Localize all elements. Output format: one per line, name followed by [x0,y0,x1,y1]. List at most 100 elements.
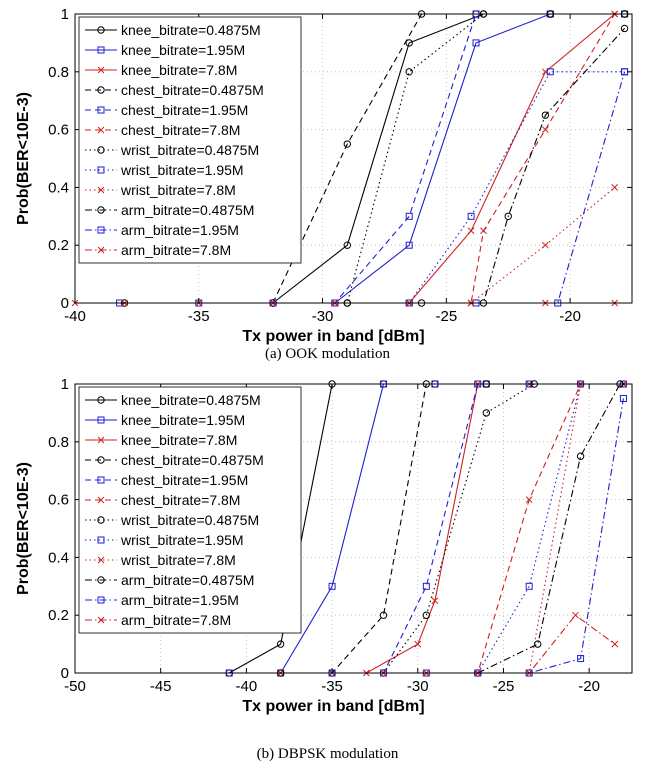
legend-item: chest_bitrate=0.4875M [85,452,264,468]
legend-label: arm_bitrate=1.95M [121,222,239,238]
legend-marker [97,86,105,94]
legend-label: knee_bitrate=1.95M [121,42,245,58]
y-axis-label: Prob(BER<10E-3) [15,462,32,595]
legend-label: arm_bitrate=0.4875M [121,572,254,588]
legend-marker [97,26,105,34]
legend-label: arm_bitrate=7.8M [121,242,231,258]
legend-item: chest_bitrate=1.95M [85,472,248,488]
legend-item: chest_bitrate=7.8M [85,492,240,508]
legend-label: chest_bitrate=0.4875M [121,82,264,98]
legend-marker [97,536,105,544]
x-tick-label: -40 [236,678,258,695]
series-line [477,383,621,674]
y-tick-label: 0.6 [48,122,69,139]
data-point [405,68,413,76]
x-tick-label: -35 [188,308,210,325]
axes-frame [74,383,633,674]
legend-item: arm_bitrate=7.8M [85,612,231,628]
legend-marker [97,66,105,74]
data-point [276,640,285,648]
data-point [525,496,533,503]
legend-marker [97,146,105,154]
caption-ook: (a) OOK modulation [265,346,390,362]
legend-label: knee_bitrate=7.8M [121,62,237,78]
legend-label: wrist_bitrate=1.95M [120,162,244,178]
legend-item: arm_bitrate=1.95M [85,222,239,238]
legend-label: chest_bitrate=1.95M [121,472,248,488]
legend-marker [97,596,105,604]
legend-item: knee_bitrate=7.8M [85,432,237,448]
legend-marker [97,616,105,624]
axes: -50 -45 -40 -35 -30 -25 -20 0 0.2 0.4 0.6 0.8 1 [48,376,632,695]
x-tick-label: -30 [312,308,334,325]
data-point [611,640,619,648]
legend-marker [97,166,105,174]
legend-label: arm_bitrate=7.8M [121,612,231,628]
data-point [343,241,352,249]
data-point [504,212,512,221]
data-point [534,640,542,648]
series-line [273,71,625,304]
legend-marker [97,186,105,194]
x-axis-label: Tx power in band [dBm] [242,328,424,345]
data-point [422,611,431,619]
legend: knee_bitrate=0.4875M knee_bitrate=1.95Mkn… [78,386,302,634]
y-tick-label: 0.4 [48,179,69,196]
data-point [343,140,352,148]
legend-item: chest_bitrate=7.8M [85,122,240,138]
y-tick-label: 0 [61,295,69,312]
legend-item: wrist_bitrate=0.4875M [85,512,259,528]
data-point [467,212,475,220]
data-point [542,126,549,133]
legend-item: knee_bitrate=1.95M [85,412,245,428]
legend-marker [97,496,105,504]
legend-item: wrist_bitrate=0.4875M [85,142,259,158]
y-tick-label: 1 [61,376,69,393]
legend-item: arm_bitrate=0.4875M [85,572,254,588]
data-point [577,655,585,663]
legend-label: arm_bitrate=0.4875M [121,202,254,218]
legend-marker [97,556,105,564]
legend-label: wrist_bitrate=0.4875M [120,142,259,158]
legend-item: chest_bitrate=0.4875M [85,82,264,98]
legend-item: knee_bitrate=0.4875M [85,22,261,38]
data-point [422,582,430,590]
legend-marker [97,246,105,254]
data-point [480,227,487,235]
legend-marker [97,46,105,54]
data-point [611,184,619,191]
x-tick-label: -40 [64,308,86,325]
data-point [431,597,439,605]
x-axis-label: Tx power in band [dBm] [242,698,424,715]
data-point [405,241,413,249]
y-tick-label: 0.6 [48,492,69,509]
y-tick-label: 0.8 [48,434,69,451]
data-point [482,409,491,417]
data-point [620,24,629,33]
legend-label: wrist_bitrate=1.95M [120,532,244,548]
legend-label: knee_bitrate=0.4875M [121,22,261,38]
data-point [467,227,475,235]
legend-item: knee_bitrate=0.4875M [85,392,261,408]
legend-label: knee_bitrate=0.4875M [121,392,261,408]
y-axis-label: Prob(BER<10E-3) [15,92,32,225]
x-tick-label: -25 [493,678,515,695]
legend-label: chest_bitrate=7.8M [121,122,240,138]
legend-label: knee_bitrate=1.95M [121,412,245,428]
legend-label: chest_bitrate=7.8M [121,492,240,508]
legend-marker [97,206,105,214]
chart-ook: -40 -35 -30 -25 -20 0 0.2 0.4 0.6 0.8 1 Tx power in… [15,6,633,345]
data-point [472,39,480,47]
x-tick-label: -50 [64,678,86,695]
legend: knee_bitrate=0.4875M knee_bitrate=1.95Mkn… [78,16,302,264]
data-point [572,611,579,619]
legend-label: wrist_bitrate=0.4875M [120,512,259,528]
data-point [546,68,554,76]
y-tick-label: 0.8 [48,64,69,81]
x-tick-label: -45 [150,678,172,695]
axes: -40 -35 -30 -25 -20 0 0.2 0.4 0.6 0.8 1 [48,6,632,325]
caption-dbpsk: (b) DBPSK modulation [256,746,399,762]
data-point [414,640,422,648]
legend-item: arm_bitrate=7.8M [85,242,231,258]
y-tick-label: 1 [61,6,69,23]
